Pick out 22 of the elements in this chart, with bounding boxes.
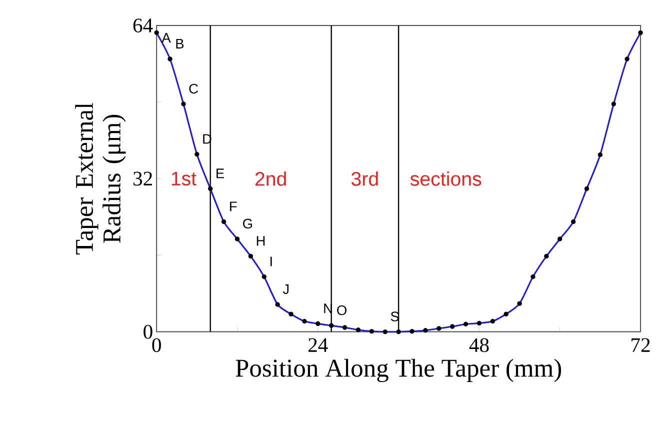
annotation: E [216, 168, 224, 178]
x-tick-label: 24 [308, 338, 328, 352]
annotation: 3rd [352, 171, 378, 186]
y-axis-title: Taper External Radius (μm) [75, 102, 126, 255]
annotation: H [256, 236, 265, 246]
annotation: A [162, 33, 171, 43]
y-tick-label: 32 [133, 172, 152, 186]
annotation: sections [410, 171, 482, 186]
annotation: C [189, 84, 198, 94]
annotation: O [337, 305, 346, 316]
annotation: 1st [172, 172, 196, 186]
annotation: G [243, 218, 252, 229]
x-tick-label: 72 [632, 338, 650, 352]
x-tick-label: 48 [469, 338, 489, 352]
annotation: B [176, 38, 184, 48]
annotation: J [282, 284, 289, 294]
annotation: F [230, 202, 237, 212]
x-axis-title: Position Along The Taper (mm) [236, 358, 562, 382]
y-tick-label: 64 [133, 18, 153, 32]
y-tick-label: 0 [144, 324, 152, 339]
annotation: I [270, 256, 272, 266]
annotation: 2nd [255, 171, 286, 186]
